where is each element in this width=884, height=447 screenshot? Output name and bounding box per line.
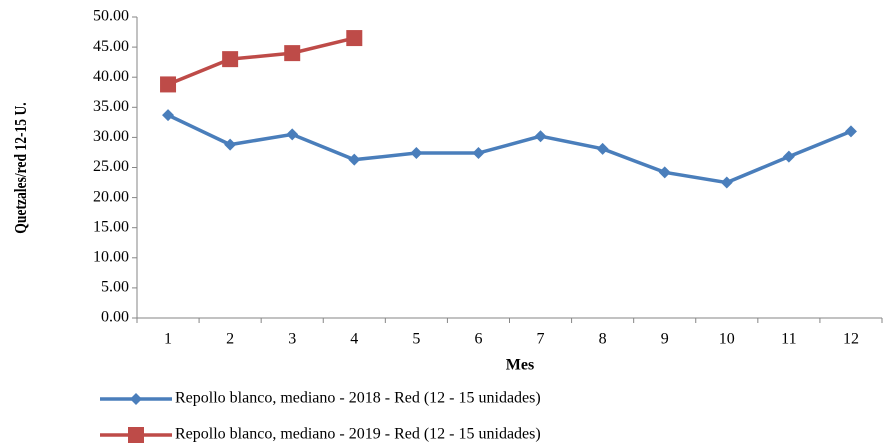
x-tick-label: 10 — [719, 331, 735, 348]
x-tick-label: 6 — [474, 331, 482, 348]
y-axis-title: Quetzales/red 12-15 U. — [12, 102, 31, 234]
data-point — [162, 109, 175, 122]
data-point — [222, 51, 239, 68]
legend-marker — [128, 427, 144, 443]
data-point — [346, 30, 363, 47]
x-tick-label: 1 — [164, 331, 172, 348]
legend-label: Repollo blanco, mediano - 2018 - Red (12… — [175, 390, 541, 407]
data-point — [534, 130, 547, 143]
x-tick-label: 7 — [537, 331, 545, 348]
x-tick-label: 4 — [350, 331, 358, 348]
data-point — [286, 128, 299, 141]
data-point — [472, 147, 485, 160]
y-tick-label: 25.00 — [93, 158, 129, 175]
data-point — [410, 147, 423, 160]
data-point — [224, 138, 237, 151]
x-tick-label: 3 — [288, 331, 296, 348]
legend-marker — [130, 393, 142, 405]
y-tick-label: 50.00 — [93, 8, 129, 25]
y-tick-label: 10.00 — [93, 248, 129, 265]
data-point — [720, 176, 733, 189]
data-point — [348, 153, 361, 166]
y-tick-label: 30.00 — [93, 128, 129, 145]
x-tick-label: 12 — [843, 331, 859, 348]
data-point — [658, 166, 671, 179]
legend-label: Repollo blanco, mediano - 2019 - Red (12… — [175, 426, 541, 443]
series-line — [167, 113, 852, 185]
y-tick-label: 35.00 — [93, 98, 129, 115]
y-tick-label: 40.00 — [93, 68, 129, 85]
y-tick-label: 20.00 — [93, 188, 129, 205]
x-tick-label: 2 — [226, 331, 234, 348]
x-tick-label: 9 — [661, 331, 669, 348]
x-tick-label: 5 — [412, 331, 420, 348]
x-axis-title: Mes — [506, 357, 534, 374]
data-point — [782, 150, 795, 163]
data-point — [160, 76, 177, 93]
data-point — [596, 142, 609, 155]
y-tick-label: 45.00 — [93, 38, 129, 55]
x-tick-label: 8 — [599, 331, 607, 348]
y-tick-label: 15.00 — [93, 218, 129, 235]
data-point — [844, 125, 857, 138]
y-tick-label: 0.00 — [101, 309, 129, 326]
x-tick-label: 11 — [781, 331, 796, 348]
data-point — [284, 45, 301, 62]
y-tick-label: 5.00 — [101, 279, 129, 296]
series-line — [167, 36, 355, 87]
